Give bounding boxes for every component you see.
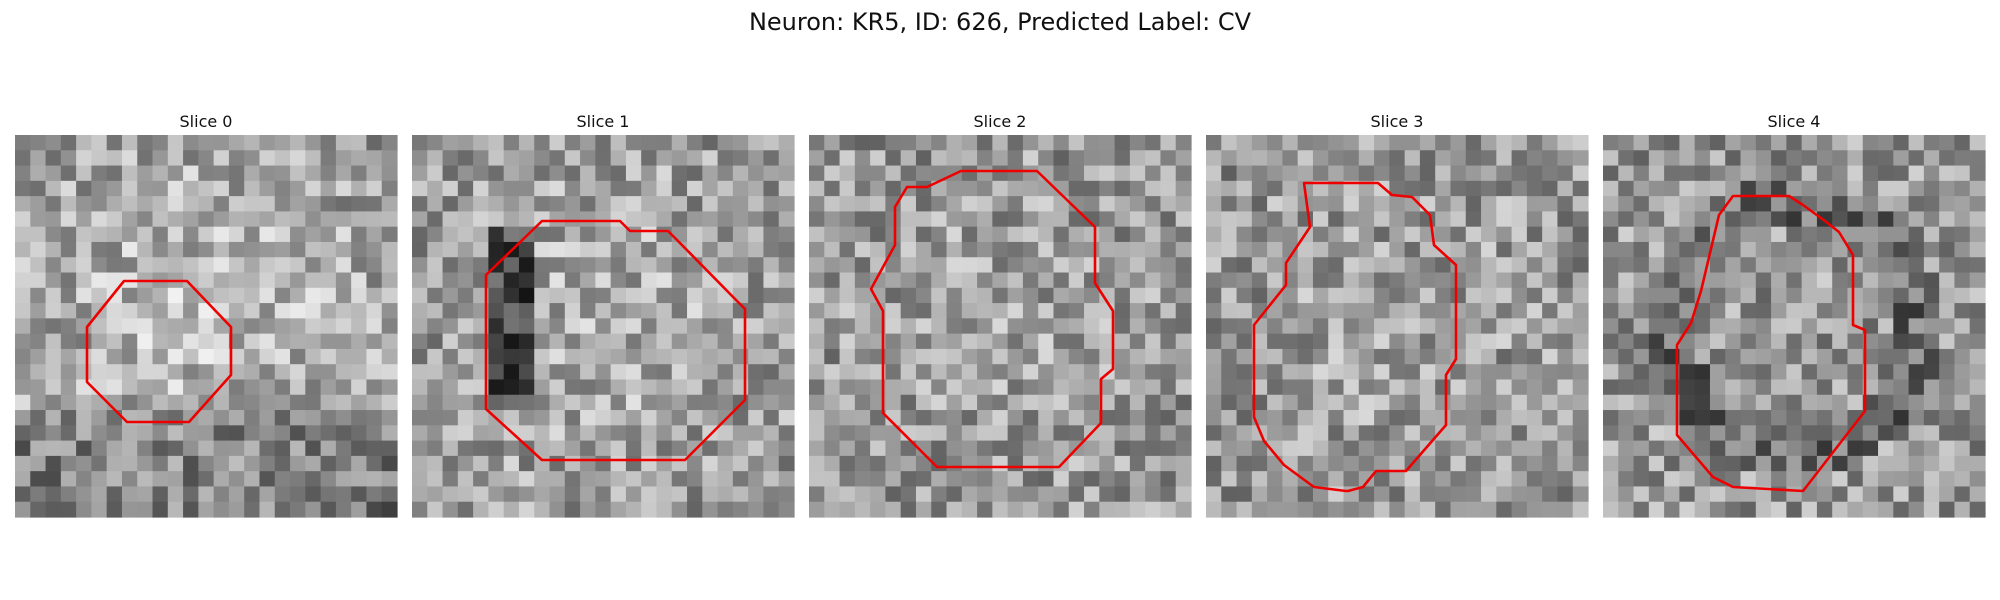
slice-image-2 — [809, 135, 1192, 518]
slice-title-4: Slice 4 — [1768, 112, 1821, 131]
slice-title-1: Slice 1 — [577, 112, 630, 131]
slice-panel-1: Slice 1 — [412, 112, 795, 518]
slice-title-3: Slice 3 — [1371, 112, 1424, 131]
slice-panel-2: Slice 2 — [809, 112, 1192, 518]
slice-panel-4: Slice 4 — [1603, 112, 1986, 518]
slice-image-3 — [1206, 135, 1589, 518]
slice-panels: Slice 0 Slice 1 Slice 2 Slice 3 Slice 4 — [15, 112, 1986, 518]
slice-panel-3: Slice 3 — [1206, 112, 1589, 518]
slice-title-0: Slice 0 — [180, 112, 233, 131]
slice-image-4 — [1603, 135, 1986, 518]
figure-title: Neuron: KR5, ID: 626, Predicted Label: C… — [749, 8, 1252, 36]
slice-title-2: Slice 2 — [974, 112, 1027, 131]
slice-panel-0: Slice 0 — [15, 112, 398, 518]
slice-image-0 — [15, 135, 398, 518]
